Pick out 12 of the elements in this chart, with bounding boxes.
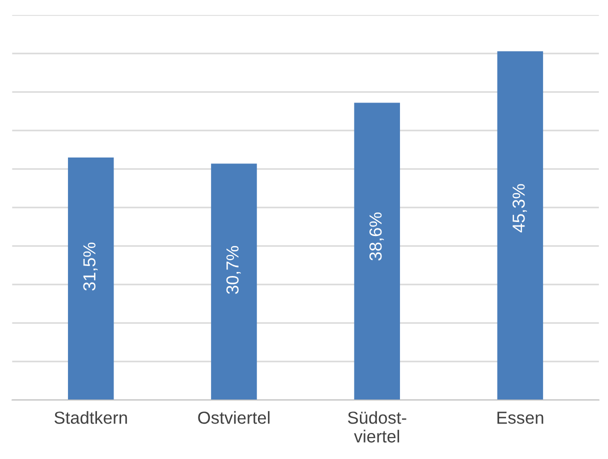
data-label: 31,5%	[83, 242, 98, 291]
x-tick-label: Stadtkern	[54, 411, 127, 424]
bar	[211, 164, 257, 400]
x-tick-label: Südost- viertel	[348, 411, 406, 443]
data-label: 30,7%	[226, 246, 241, 294]
bar	[68, 157, 114, 400]
x-tick-label: Ostviertel	[198, 411, 270, 424]
x-tick-label: Essen	[497, 412, 544, 424]
data-label: 38,6%	[369, 212, 384, 260]
data-label: 45,3%	[512, 184, 527, 232]
bar	[354, 102, 400, 400]
bar	[497, 51, 544, 400]
